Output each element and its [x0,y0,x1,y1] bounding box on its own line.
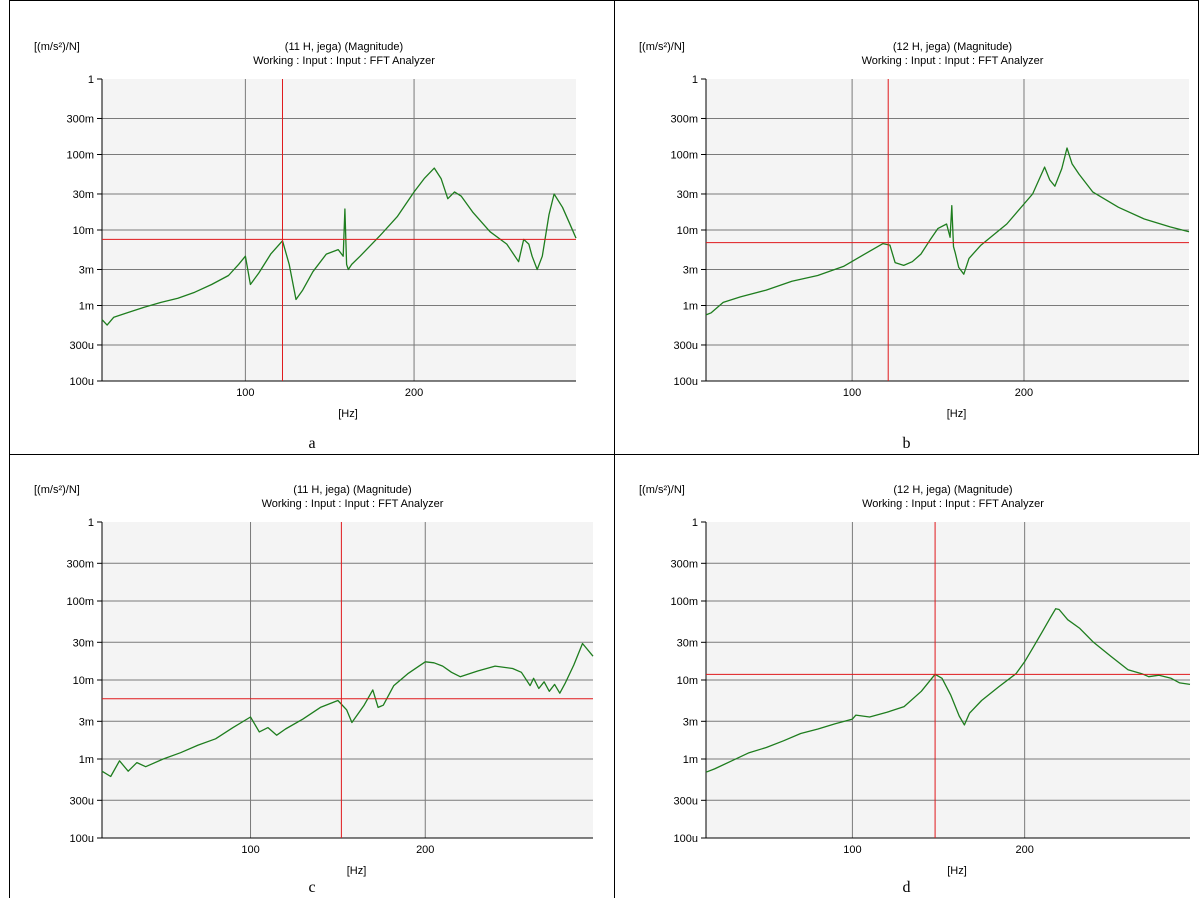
y-tick-label: 1 [692,74,698,86]
y-tick-label: 300m [66,558,94,570]
frame-top [9,0,1199,1]
y-tick-label: 100u [674,833,698,845]
x-tick-label: 200 [1015,844,1033,856]
chart-d: 1 300m 100m 30m 10m 3m 1m 300u 100u 100 200 [(m/s²)… [639,484,1191,877]
y-tick-label: 300u [70,340,94,352]
y-tick-label: 3m [79,264,94,276]
panel-d: 1 300m 100m 30m 10m 3m 1m 300u 100u 100 200 [(m/s²)… [615,455,1198,898]
y-tick-label: 1m [683,301,698,313]
frf-trace [705,608,1191,773]
y-unit-label: [(m/s²)/N] [639,484,685,496]
y-tick-label: 100u [674,376,698,388]
y-tick-label: 300u [70,795,94,807]
panel-b: 1 300m 100m 30m 10m 3m 1m 300u 100u 100 200 [(m/s²)… [615,1,1198,454]
y-tick-label: 30m [73,189,94,201]
panel-c: 1 300m 100m 30m 10m 3m 1m 300u 100u 100 200 [(m/s²)… [10,455,614,898]
chart-a: 1 300m 100m 30m 10m 3m 1m 300u 100u 100 200 [(m/s²)… [34,41,577,420]
chart-title: (12 H, jega) (Magnitude) [893,484,1012,496]
x-tick-label: 200 [416,844,434,856]
y-unit-label: [(m/s²)/N] [34,41,80,53]
y-tick-label: 300m [670,558,698,570]
y-tick-label: 300u [674,795,698,807]
y-tick-label: 100m [66,596,94,608]
x-tick-label: 200 [405,387,423,399]
frame-row-divider [9,454,1199,455]
y-tick-label: 100u [70,833,94,845]
frame-left [9,0,10,898]
x-axis-label: [Hz] [347,865,367,877]
frame-middle [614,0,615,898]
x-tick-label: 100 [236,387,254,399]
y-tick-label: 10m [677,675,698,687]
y-tick-label: 300u [674,340,698,352]
y-tick-label: 3m [683,264,698,276]
y-tick-label: 30m [677,637,698,649]
frf-trace [101,642,594,778]
y-tick-label: 10m [73,225,94,237]
caption-d: d [902,879,911,896]
y-tick-label: 3m [79,716,94,728]
chart-title: (12 H, jega) (Magnitude) [893,41,1012,53]
y-tick-label: 30m [677,189,698,201]
frame-right [1198,0,1199,455]
y-tick-label: 300m [670,113,698,125]
y-tick-label: 10m [677,225,698,237]
y-tick-label: 1m [79,301,94,313]
chart-title: (11 H, jega) (Magnitude) [293,484,411,496]
y-tick-label: 1m [683,754,698,766]
y-tick-label: 100u [70,376,94,388]
y-tick-label: 3m [683,716,698,728]
chart-subtitle: Working : Input : Input : FFT Analyzer [253,55,435,67]
x-axis-label: [Hz] [947,408,967,420]
y-tick-label: 100m [670,150,698,162]
panel-a: 1 300m 100m 30m 10m 3m 1m 300u 100u 100 200 [(m/s²)… [10,1,614,454]
y-tick-label: 100m [66,150,94,162]
y-tick-label: 1m [79,754,94,766]
y-tick-label: 10m [73,675,94,687]
x-axis-label: [Hz] [338,408,358,420]
chart-subtitle: Working : Input : Input : FFT Analyzer [862,498,1044,510]
frf-trace [705,147,1190,316]
x-tick-label: 100 [241,844,259,856]
chart-c: 1 300m 100m 30m 10m 3m 1m 300u 100u 100 200 [(m/s²)… [34,484,594,877]
chart-subtitle: Working : Input : Input : FFT Analyzer [862,55,1044,67]
caption-c: c [308,879,316,896]
x-tick-label: 100 [843,844,861,856]
y-tick-label: 100m [670,596,698,608]
y-tick-label: 30m [73,637,94,649]
caption-b: b [902,435,911,452]
chart-subtitle: Working : Input : Input : FFT Analyzer [262,498,444,510]
x-tick-label: 200 [1015,387,1033,399]
y-tick-label: 1 [692,517,698,529]
x-axis-label: [Hz] [947,865,967,877]
caption-a: a [308,435,316,452]
y-tick-label: 300m [66,113,94,125]
y-tick-label: 1 [88,517,94,529]
y-unit-label: [(m/s²)/N] [639,41,685,53]
frf-trace [101,167,577,326]
chart-b: 1 300m 100m 30m 10m 3m 1m 300u 100u 100 200 [(m/s²)… [639,41,1190,420]
y-tick-label: 1 [88,74,94,86]
y-unit-label: [(m/s²)/N] [34,484,80,496]
x-tick-label: 100 [843,387,861,399]
chart-title: (11 H, jega) (Magnitude) [285,41,403,53]
